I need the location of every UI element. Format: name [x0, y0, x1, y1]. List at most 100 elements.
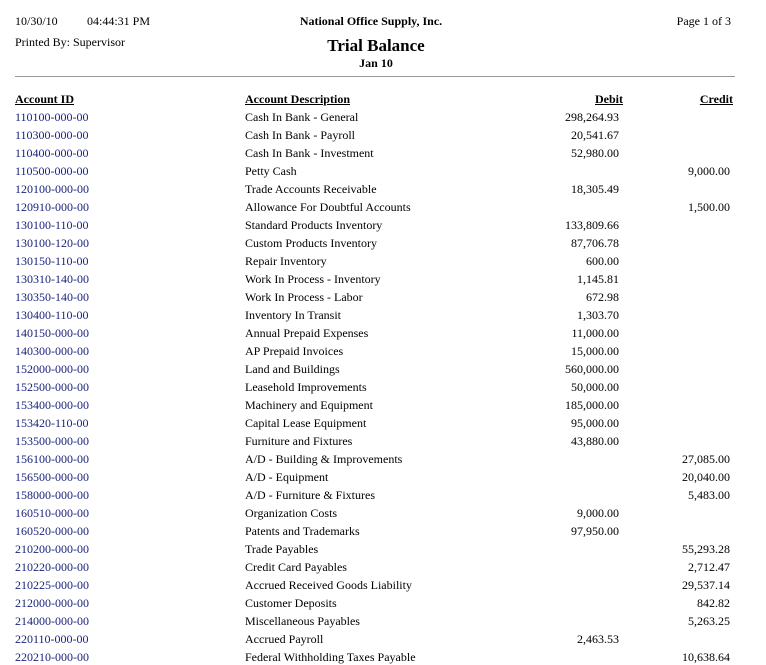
credit-amount: 9,000.00 — [688, 164, 730, 178]
account-description: Custom Products Inventory — [245, 236, 377, 250]
account-id: 130100-110-00 — [15, 218, 89, 232]
debit-amount: 20,541.67 — [571, 128, 619, 142]
account-description: Leasehold Improvements — [245, 380, 367, 394]
account-id: 210225-000-00 — [15, 578, 89, 592]
debit-amount: 52,980.00 — [571, 146, 619, 160]
account-id: 110300-000-00 — [15, 128, 89, 142]
account-description: Furniture and Fixtures — [245, 434, 353, 448]
account-description: Trade Payables — [245, 542, 319, 556]
credit-amount: 20,040.00 — [682, 470, 730, 484]
account-description: Land and Buildings — [245, 362, 340, 376]
account-id: 210200-000-00 — [15, 542, 89, 556]
credit-amount: 55,293.28 — [682, 542, 730, 556]
account-description: Miscellaneous Payables — [245, 614, 360, 628]
account-id: 152000-000-00 — [15, 362, 89, 376]
debit-amount: 18,305.49 — [571, 182, 619, 196]
account-description: Standard Products Inventory — [245, 218, 383, 232]
account-id: 220210-000-00 — [15, 650, 89, 664]
account-id: 158000-000-00 — [15, 488, 89, 502]
account-description: Customer Deposits — [245, 596, 337, 610]
credit-amount: 2,712.47 — [688, 560, 730, 574]
account-id: 130100-120-00 — [15, 236, 89, 250]
column-header: Debit — [595, 92, 623, 106]
account-description: Petty Cash — [245, 164, 297, 178]
credit-amount: 10,638.64 — [682, 650, 730, 664]
account-id: 210220-000-00 — [15, 560, 89, 574]
account-id: 120100-000-00 — [15, 182, 89, 196]
column-header: Account Description — [245, 92, 350, 106]
account-id: 156500-000-00 — [15, 470, 89, 484]
account-description: Cash In Bank - Investment — [245, 146, 374, 160]
debit-amount: 133,809.66 — [565, 218, 619, 232]
account-description: Trade Accounts Receivable — [245, 182, 377, 196]
account-description: A/D - Furniture & Fixtures — [245, 488, 375, 502]
printed-by: Printed By: Supervisor — [15, 35, 125, 49]
account-id: 212000-000-00 — [15, 596, 89, 610]
account-id: 152500-000-00 — [15, 380, 89, 394]
debit-amount: 600.00 — [586, 254, 619, 268]
column-header: Credit — [699, 92, 733, 106]
debit-amount: 95,000.00 — [571, 416, 619, 430]
debit-amount: 1,303.70 — [577, 308, 619, 322]
account-id: 120910-000-00 — [15, 200, 89, 214]
page-number: Page 1 of 3 — [676, 14, 731, 28]
print-date: 10/30/10 — [15, 14, 58, 28]
account-description: Patents and Trademarks — [245, 524, 360, 538]
debit-amount: 50,000.00 — [571, 380, 619, 394]
account-description: Credit Card Payables — [245, 560, 347, 574]
report-period: Jan 10 — [359, 56, 393, 70]
debit-amount: 185,000.00 — [565, 398, 619, 412]
account-id: 160510-000-00 — [15, 506, 89, 520]
credit-amount: 1,500.00 — [688, 200, 730, 214]
print-time: 04:44:31 PM — [87, 14, 151, 28]
account-description: Annual Prepaid Expenses — [245, 326, 369, 340]
account-description: AP Prepaid Invoices — [245, 344, 344, 358]
account-description: Capital Lease Equipment — [245, 416, 367, 430]
account-description: Organization Costs — [245, 506, 338, 520]
account-id: 160520-000-00 — [15, 524, 89, 538]
account-description: Accrued Payroll — [245, 632, 324, 646]
account-description: Federal Withholding Taxes Payable — [245, 650, 416, 664]
account-description: Work In Process - Inventory — [245, 272, 381, 286]
credit-amount: 29,537.14 — [682, 578, 730, 592]
debit-amount: 15,000.00 — [571, 344, 619, 358]
credit-amount: 5,263.25 — [688, 614, 730, 628]
credit-amount: 5,483.00 — [688, 488, 730, 502]
account-id: 130310-140-00 — [15, 272, 89, 286]
account-id: 153420-110-00 — [15, 416, 89, 430]
debit-amount: 87,706.78 — [571, 236, 619, 250]
credit-amount: 842.82 — [697, 596, 730, 610]
account-id: 110400-000-00 — [15, 146, 89, 160]
column-header: Account ID — [15, 92, 74, 106]
account-description: Inventory In Transit — [245, 308, 341, 322]
debit-amount: 97,950.00 — [571, 524, 619, 538]
debit-amount: 11,000.00 — [571, 326, 619, 340]
account-description: Repair Inventory — [245, 254, 327, 268]
company-name: National Office Supply, Inc. — [299, 14, 443, 28]
account-description: Accrued Received Goods Liability — [245, 578, 412, 592]
account-description: Allowance For Doubtful Accounts — [245, 200, 411, 214]
debit-amount: 9,000.00 — [577, 506, 619, 520]
debit-amount: 1,145.81 — [577, 272, 619, 286]
account-id: 140300-000-00 — [15, 344, 89, 358]
divider — [15, 76, 735, 77]
account-id: 214000-000-00 — [15, 614, 89, 628]
account-id: 140150-000-00 — [15, 326, 89, 340]
report-title: Trial Balance — [327, 36, 425, 55]
account-description: Machinery and Equipment — [245, 398, 373, 412]
account-id: 130150-110-00 — [15, 254, 89, 268]
account-id: 153400-000-00 — [15, 398, 89, 412]
account-description: A/D - Building & Improvements — [245, 452, 403, 466]
debit-amount: 2,463.53 — [577, 632, 619, 646]
account-id: 110500-000-00 — [15, 164, 89, 178]
debit-amount: 298,264.93 — [565, 110, 619, 124]
account-id: 220110-000-00 — [15, 632, 89, 646]
account-description: Cash In Bank - General — [245, 110, 359, 124]
credit-amount: 27,085.00 — [682, 452, 730, 466]
account-description: Work In Process - Labor — [245, 290, 363, 304]
account-id: 130400-110-00 — [15, 308, 89, 322]
account-id: 153500-000-00 — [15, 434, 89, 448]
account-description: Cash In Bank - Payroll — [245, 128, 355, 142]
account-id: 110100-000-00 — [15, 110, 89, 124]
